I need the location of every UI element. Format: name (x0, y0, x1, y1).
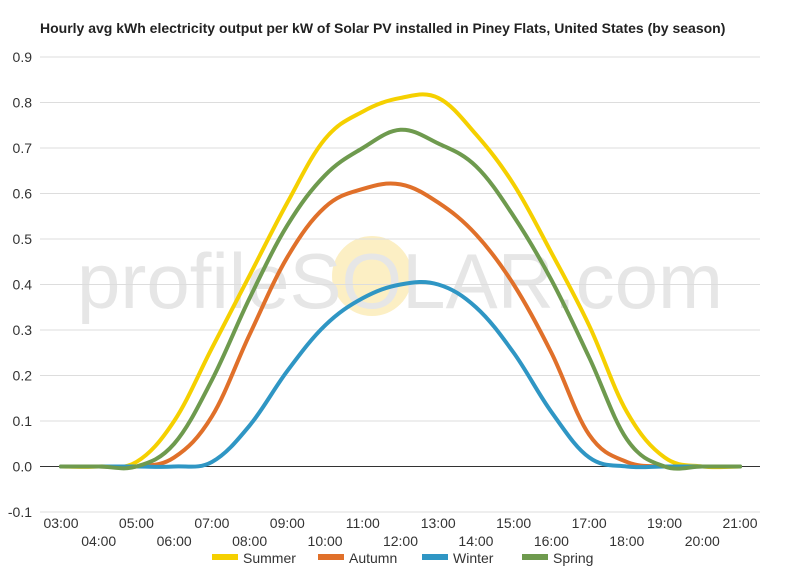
x-tick-label: 05:00 (119, 515, 154, 531)
x-tick-label: 21:00 (722, 515, 757, 531)
x-tick-label: 15:00 (496, 515, 531, 531)
y-tick-label: 0.7 (13, 140, 33, 156)
x-tick-label: 06:00 (157, 533, 192, 549)
series-lines (59, 92, 742, 471)
legend-swatch-summer (212, 554, 238, 560)
x-tick-label: 17:00 (572, 515, 607, 531)
legend-label-summer: Summer (243, 550, 296, 566)
watermark: profileSOLAR.com (77, 236, 723, 325)
x-tick-label: 04:00 (81, 533, 116, 549)
grid (40, 56, 760, 513)
y-tick-label: 0.0 (13, 459, 33, 475)
x-tick-label: 03:00 (43, 515, 78, 531)
x-tick-label: 19:00 (647, 515, 682, 531)
y-tick-label: 0.8 (13, 95, 33, 111)
y-tick-label: 0.3 (13, 322, 33, 338)
series-line-autumn (59, 181, 742, 470)
x-tick-label: 13:00 (421, 515, 456, 531)
y-tick-label: 0.1 (13, 413, 33, 429)
y-tick-label: 0.5 (13, 231, 33, 247)
y-axis: -0.1 0.0 0.1 0.2 0.3 0.4 0.5 0.6 0.7 0.8 0.9 (8, 49, 32, 520)
x-tick-label: 12:00 (383, 533, 418, 549)
x-tick-label: 20:00 (685, 533, 720, 549)
watermark-sun-icon (332, 236, 412, 316)
legend-label-winter: Winter (453, 550, 494, 566)
y-tick-label: 0.6 (13, 186, 33, 202)
watermark-text: profileSOLAR.com (77, 237, 723, 325)
x-tick-label: 16:00 (534, 533, 569, 549)
legend-label-autumn: Autumn (349, 550, 397, 566)
legend-swatch-winter (422, 554, 448, 560)
legend-swatch-autumn (318, 554, 344, 560)
x-axis: 03:0004:0005:0006:0007:0008:0009:0010:00… (43, 515, 757, 549)
x-tick-label: 11:00 (346, 515, 380, 531)
chart-title: Hourly avg kWh electricity output per kW… (40, 20, 725, 36)
y-tick-label: 0.4 (13, 277, 33, 293)
legend-label-spring: Spring (553, 550, 593, 566)
series-line-winter (59, 280, 742, 470)
series-line-spring (59, 127, 742, 471)
x-tick-label: 14:00 (458, 533, 493, 549)
series-line-summer (59, 92, 742, 470)
x-tick-label: 07:00 (194, 515, 229, 531)
x-tick-label: 09:00 (270, 515, 305, 531)
legend: Summer Autumn Winter Spring (212, 550, 593, 566)
x-tick-label: 10:00 (308, 533, 343, 549)
y-tick-label: -0.1 (8, 504, 32, 520)
x-tick-label: 18:00 (609, 533, 644, 549)
x-tick-label: 08:00 (232, 533, 267, 549)
legend-swatch-spring (522, 554, 548, 560)
y-tick-label: 0.2 (13, 368, 33, 384)
y-tick-label: 0.9 (13, 49, 33, 65)
